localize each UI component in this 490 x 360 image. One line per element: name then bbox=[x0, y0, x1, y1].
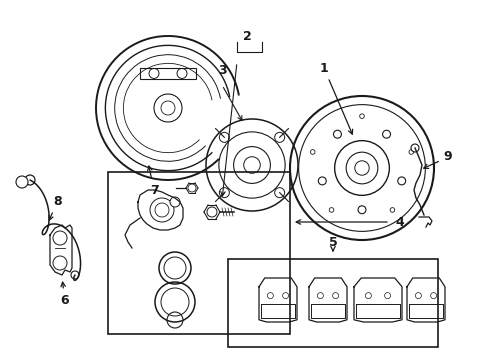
Bar bbox=[108, 172, 290, 334]
Bar bbox=[228, 259, 438, 347]
Circle shape bbox=[16, 176, 28, 188]
Text: 5: 5 bbox=[329, 237, 338, 249]
Circle shape bbox=[275, 132, 285, 142]
Circle shape bbox=[25, 175, 35, 185]
Text: 6: 6 bbox=[61, 282, 69, 306]
Circle shape bbox=[220, 188, 229, 198]
Text: 7: 7 bbox=[147, 166, 158, 197]
Circle shape bbox=[220, 132, 229, 142]
Circle shape bbox=[170, 197, 180, 207]
Circle shape bbox=[71, 271, 79, 279]
Text: 4: 4 bbox=[395, 216, 404, 229]
Circle shape bbox=[411, 144, 419, 152]
Text: 9: 9 bbox=[424, 150, 452, 168]
Text: 3: 3 bbox=[218, 63, 226, 77]
Circle shape bbox=[275, 188, 285, 198]
Text: 2: 2 bbox=[243, 31, 251, 44]
Text: 8: 8 bbox=[49, 194, 62, 220]
Text: 1: 1 bbox=[319, 62, 353, 134]
